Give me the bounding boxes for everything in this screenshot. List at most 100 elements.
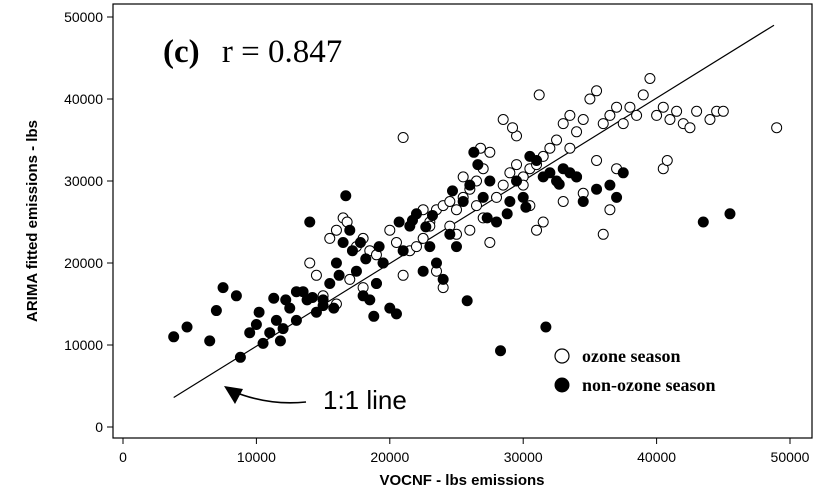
non-ozone-point xyxy=(168,331,180,343)
non-ozone-point xyxy=(697,216,709,228)
x-tick-label: 0 xyxy=(119,449,127,465)
non-ozone-point xyxy=(577,196,589,207)
ozone-point xyxy=(651,109,663,121)
non-ozone-point xyxy=(280,294,292,306)
ozone-point xyxy=(624,101,636,113)
non-ozone-point xyxy=(417,265,429,277)
ozone-point xyxy=(557,196,569,207)
ozone-series xyxy=(304,73,783,310)
non-ozone-point xyxy=(424,241,436,253)
y-tick-label: 30000 xyxy=(64,173,103,189)
ozone-point xyxy=(471,200,483,212)
ozone-point xyxy=(451,204,462,216)
y-tick-label: 0 xyxy=(95,419,103,435)
non-ozone-point xyxy=(324,278,336,289)
ozone-point xyxy=(657,101,669,113)
non-ozone-point xyxy=(370,278,382,289)
ozone-point xyxy=(304,257,316,269)
non-ozone-point xyxy=(446,185,458,197)
non-ozone-point xyxy=(724,208,736,220)
non-ozone-point xyxy=(290,314,302,326)
ozone-point xyxy=(591,155,603,166)
ozone-point xyxy=(497,179,509,191)
non-ozone-point xyxy=(257,337,269,349)
non-ozone-point xyxy=(495,345,507,357)
plot-frame xyxy=(112,3,813,439)
ozone-point xyxy=(410,241,422,253)
ozone-point xyxy=(684,122,696,134)
ozone-point xyxy=(564,109,576,121)
non-ozone-point xyxy=(451,241,462,253)
ozone-point xyxy=(484,237,496,248)
ozone-point xyxy=(544,142,556,154)
non-ozone-point xyxy=(468,146,480,158)
ozone-point xyxy=(717,105,729,117)
ozone-point xyxy=(457,171,469,183)
legend-label-non-ozone: non-ozone season xyxy=(582,375,716,395)
x-axis-title: VOCNF - lbs emissions xyxy=(379,472,544,489)
ozone-point xyxy=(497,114,509,125)
ozone-point xyxy=(531,224,543,236)
non-ozone-point xyxy=(368,310,380,322)
ozone-point xyxy=(491,191,503,203)
non-ozone-point xyxy=(204,335,216,347)
non-ozone-point xyxy=(304,216,316,228)
ozone-point xyxy=(577,114,589,125)
x-tick-label: 40000 xyxy=(637,449,676,465)
ozone-point xyxy=(597,118,609,130)
non-ozone-point xyxy=(517,191,529,203)
non-ozone-point xyxy=(354,237,366,248)
non-ozone-point xyxy=(253,306,265,318)
legend: ozone season non-ozone season xyxy=(554,346,716,395)
non-ozone-point xyxy=(373,241,385,253)
ozone-point xyxy=(384,224,396,236)
panel-label: (c) r = 0.847 xyxy=(163,34,342,70)
non-ozone-point xyxy=(444,228,456,240)
non-ozone-point xyxy=(337,237,349,248)
non-ozone-point xyxy=(328,302,340,314)
ozone-point xyxy=(507,122,519,134)
non-ozone-point xyxy=(420,221,432,233)
y-axis: 0 10000 20000 30000 40000 50000 xyxy=(64,9,113,435)
ozone-point xyxy=(584,93,596,105)
non-ozone-point xyxy=(430,257,442,269)
non-ozone-point xyxy=(464,179,476,191)
non-ozone-point xyxy=(437,273,449,285)
ozone-point xyxy=(671,105,683,117)
ozone-point xyxy=(551,134,563,146)
non-ozone-point xyxy=(268,292,280,304)
y-tick-label: 20000 xyxy=(64,255,103,271)
non-ozone-point xyxy=(230,290,242,302)
y-tick-label: 40000 xyxy=(64,91,103,107)
x-tick-label: 10000 xyxy=(237,449,276,465)
ozone-point xyxy=(533,89,545,101)
non-ozone-point xyxy=(344,224,356,236)
non-ozone-point xyxy=(553,178,565,190)
ozone-point xyxy=(464,224,476,236)
ozone-point xyxy=(537,216,549,228)
non-ozone-point xyxy=(377,257,389,269)
ozone-point xyxy=(557,118,569,130)
non-ozone-point xyxy=(290,286,302,298)
x-tick-label: 50000 xyxy=(771,449,810,465)
non-ozone-point xyxy=(591,183,603,195)
non-ozone-point xyxy=(360,253,372,265)
ozone-point xyxy=(484,146,496,158)
non-ozone-point xyxy=(346,245,358,257)
y-axis-title: ARIMA fitted emissions - lbs xyxy=(24,120,41,322)
panel-letter: (c) xyxy=(163,34,200,70)
non-ozone-point xyxy=(472,159,484,171)
non-ozone-point xyxy=(426,209,438,221)
non-ozone-point xyxy=(181,321,193,333)
non-ozone-point xyxy=(611,191,623,203)
ozone-point xyxy=(417,232,429,244)
non-ozone-point xyxy=(604,179,616,191)
ozone-point xyxy=(324,232,336,244)
reference-line-annotation: 1:1 line xyxy=(224,385,407,415)
non-ozone-point xyxy=(264,327,276,339)
ozone-point xyxy=(611,101,623,113)
non-ozone-point xyxy=(217,282,229,294)
ozone-point xyxy=(691,105,703,117)
non-ozone-point xyxy=(481,212,493,224)
